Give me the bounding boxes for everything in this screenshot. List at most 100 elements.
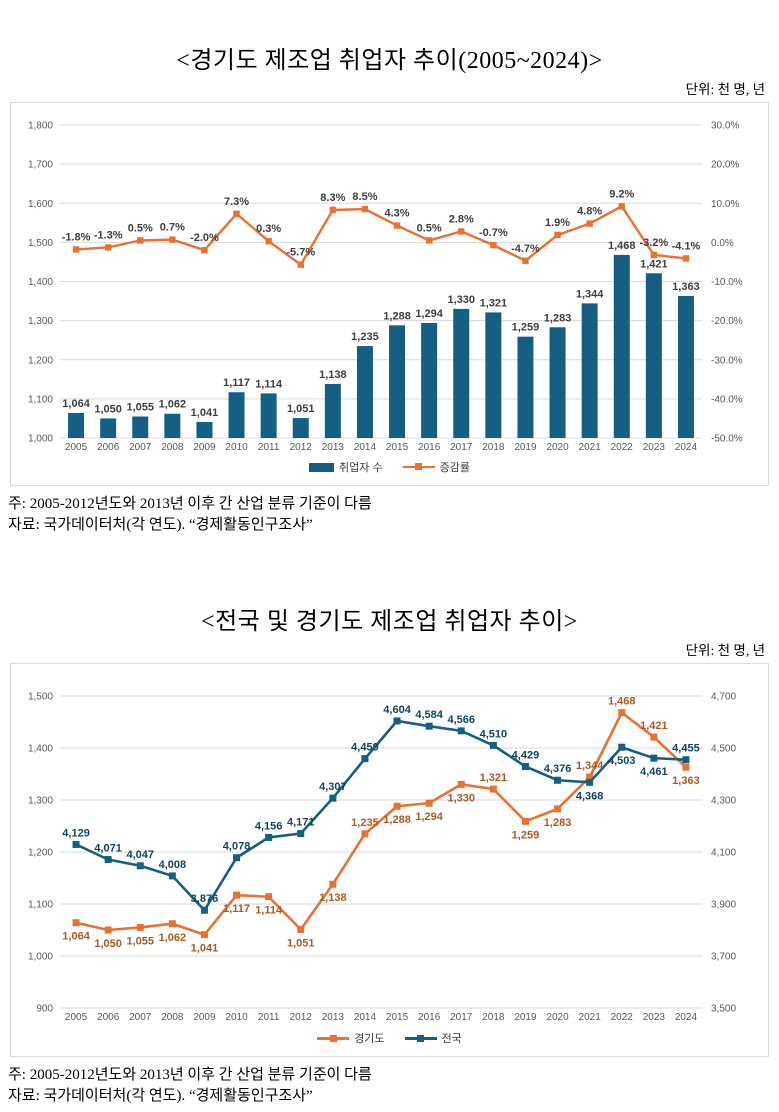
전국-value-label: 4,171	[287, 817, 315, 829]
line-marker	[136, 862, 144, 870]
경기도-value-label: 1,294	[415, 811, 443, 823]
line-marker	[169, 236, 176, 243]
note-line: 주: 2005-2012년도와 2013년 이후 간 산업 분류 기준이 다름	[8, 1067, 372, 1084]
경기도-value-label: 1,050	[94, 938, 122, 950]
전국-value-label: 4,071	[94, 843, 122, 855]
bar-2021	[581, 303, 598, 438]
chart1-frame: 1,000 -50.0% 1,100 -40.0% 1,200 -30.0% 1,300 -2…	[10, 102, 769, 486]
growth-rate-label: 0.7%	[160, 222, 185, 234]
left-axis-tick: 1,100	[28, 900, 53, 911]
전국-value-label: 4,584	[415, 710, 443, 722]
year-tick: 2017	[450, 1012, 473, 1023]
growth-rate-label: 9.2%	[609, 188, 634, 200]
year-tick: 2014	[354, 442, 377, 453]
bar-value-label: 1,421	[640, 258, 668, 270]
bar-2022	[613, 254, 630, 438]
bar-2010	[228, 392, 245, 438]
line-marker	[489, 742, 497, 750]
line-marker	[393, 717, 401, 725]
legend-item-employed: 취업자 수	[309, 459, 383, 475]
left-axis-tick: 1,500	[28, 692, 53, 703]
line-marker	[201, 247, 208, 254]
bar-2009	[196, 421, 213, 438]
경기도-value-label: 1,138	[319, 893, 347, 905]
legend-label: 전국	[441, 1033, 462, 1046]
legend-label: 취업자 수	[339, 462, 383, 474]
bar-value-label: 1,064	[62, 398, 90, 410]
growth-rate-label: -4.7%	[511, 243, 540, 255]
line-marker	[361, 205, 369, 213]
bar-value-label: 1,344	[576, 288, 604, 300]
line-marker	[393, 222, 401, 229]
전국-value-label: 4,376	[544, 764, 572, 776]
bar-2017	[453, 308, 470, 438]
line-marker	[554, 805, 562, 813]
경기도-value-label: 1,288	[383, 815, 411, 827]
chart1-title: <경기도 제조업 취업자 추이(2005~2024)>	[176, 48, 603, 74]
line-marker	[329, 795, 337, 803]
right-axis-tick: 30.0%	[711, 121, 739, 132]
경기도-value-label: 1,064	[62, 931, 90, 943]
전국-value-label: 4,566	[447, 714, 475, 726]
line-marker	[650, 755, 658, 763]
year-tick: 2023	[643, 1012, 666, 1023]
전국-value-label: 4,307	[319, 782, 347, 794]
bar-2008	[164, 413, 181, 438]
line-marker	[265, 834, 273, 842]
line-marker	[457, 727, 465, 735]
전국-value-label: 4,503	[608, 756, 636, 768]
line-marker	[297, 261, 304, 268]
전국-value-label: 4,455	[672, 743, 700, 755]
right-axis-tick: 3,900	[711, 900, 736, 911]
right-axis-tick: -50.0%	[711, 434, 743, 445]
line-marker	[329, 881, 337, 889]
경기도-value-label: 1,283	[544, 817, 572, 829]
year-tick: 2020	[546, 1012, 569, 1023]
line-marker	[233, 892, 241, 900]
right-axis-tick: -40.0%	[711, 394, 743, 405]
line-swatch-icon	[317, 1034, 350, 1042]
전국-value-label: 4,156	[255, 821, 283, 833]
line-marker	[490, 241, 497, 249]
line-marker	[457, 781, 465, 789]
line-marker	[586, 773, 594, 781]
year-tick: 2009	[193, 442, 216, 453]
growth-rate-label: -2.0%	[190, 232, 219, 244]
left-axis-tick: 1,600	[28, 199, 53, 210]
line-marker	[618, 709, 626, 717]
bar-value-label: 1,294	[415, 308, 443, 320]
year-tick: 2013	[322, 442, 345, 453]
line-marker	[682, 764, 690, 772]
year-tick: 2016	[418, 442, 441, 453]
bar-2012	[292, 418, 309, 438]
year-tick: 2023	[643, 442, 666, 453]
growth-rate-label: 0.5%	[128, 222, 153, 234]
line-marker	[104, 856, 112, 864]
right-axis-tick: 3,700	[711, 952, 736, 963]
bar-value-label: 1,363	[672, 281, 700, 293]
line-marker	[521, 818, 529, 826]
chart1-unit-label: 단위: 천 명, 년	[685, 82, 765, 97]
line-marker	[200, 907, 208, 915]
bar-2015	[389, 325, 406, 438]
year-tick: 2024	[675, 1012, 698, 1023]
전국-value-label: 4,047	[126, 849, 154, 861]
경기도-value-label: 1,259	[512, 830, 540, 842]
line-marker	[682, 255, 690, 262]
year-tick: 2024	[675, 442, 698, 453]
left-axis-tick: 1,800	[28, 121, 53, 132]
section-national-gyeonggi-comparison: <전국 및 경기도 제조업 취업자 추이> 단위: 천 명, 년 900 3,50…	[0, 601, 779, 1106]
line-marker	[682, 756, 690, 764]
growth-rate-label: 4.8%	[577, 206, 602, 218]
line-marker	[361, 755, 369, 763]
bar-swatch-icon	[309, 462, 335, 472]
year-tick: 2019	[514, 442, 537, 453]
right-axis-tick: -20.0%	[711, 316, 743, 327]
year-tick: 2012	[290, 442, 313, 453]
line-marker	[586, 779, 594, 787]
line-marker	[618, 203, 625, 210]
bar-2023	[645, 273, 662, 438]
line-marker	[521, 763, 529, 771]
line-marker	[72, 246, 80, 253]
bar-value-label: 1,055	[126, 401, 154, 413]
